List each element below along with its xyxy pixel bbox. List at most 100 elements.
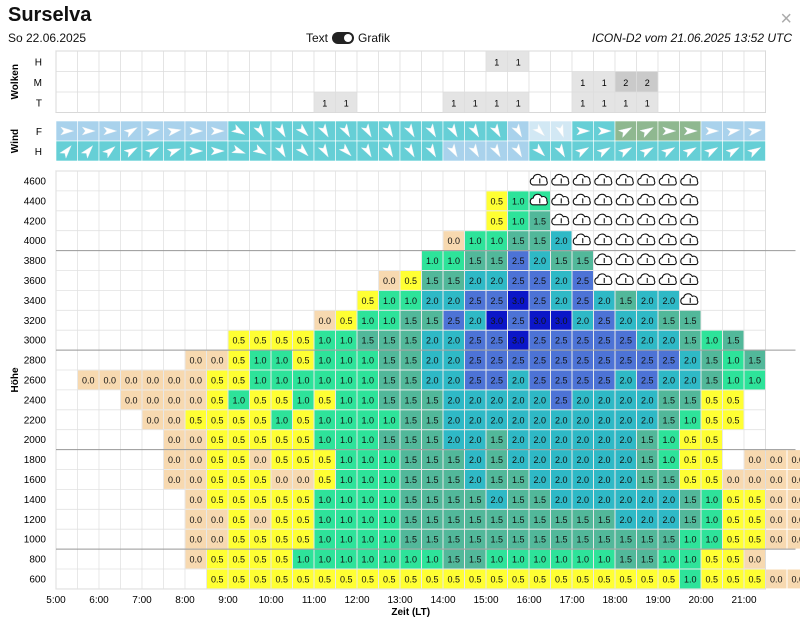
y-tick-label: 3400 bbox=[24, 296, 47, 307]
value-cell bbox=[400, 569, 421, 589]
value-cell bbox=[379, 529, 400, 549]
value-label: 1.0 bbox=[490, 236, 503, 246]
wind-arrow-icon bbox=[317, 123, 329, 138]
value-label: 0.0 bbox=[254, 455, 267, 465]
value-label: 1.0 bbox=[705, 336, 718, 346]
value-label: 2.0 bbox=[533, 455, 546, 465]
cloud-icon bbox=[529, 173, 548, 186]
value-label: 0.5 bbox=[684, 455, 697, 465]
wind-arrow-icon bbox=[60, 126, 75, 136]
value-label: 1.0 bbox=[447, 256, 460, 266]
value-cell bbox=[615, 290, 636, 310]
value-cell bbox=[572, 271, 593, 290]
value-cell bbox=[658, 569, 679, 589]
value-label: 0.5 bbox=[297, 336, 310, 346]
wind-arrow-icon bbox=[189, 146, 204, 156]
value-label: 0.0 bbox=[146, 375, 159, 385]
view-toggle[interactable]: Text Grafik bbox=[306, 31, 390, 45]
value-label: 0.5 bbox=[232, 535, 245, 545]
value-cell bbox=[615, 569, 636, 589]
value-label: 0.0 bbox=[146, 395, 159, 405]
value-label: 0.5 bbox=[254, 415, 267, 425]
value-label: 0.5 bbox=[275, 555, 288, 565]
value-label: 1.0 bbox=[318, 555, 331, 565]
value-cell bbox=[314, 450, 335, 469]
value-label: 0.5 bbox=[533, 574, 546, 584]
value-label: 2.0 bbox=[641, 495, 654, 505]
value-cell bbox=[508, 370, 529, 390]
y-tick-label: 2400 bbox=[24, 395, 47, 406]
value-label: 0.5 bbox=[232, 495, 245, 505]
value-label: 1.0 bbox=[232, 395, 245, 405]
toggle-switch[interactable] bbox=[332, 32, 355, 44]
value-cell bbox=[379, 569, 400, 589]
value-label: 0.0 bbox=[770, 495, 783, 505]
value-label: 0.0 bbox=[189, 495, 202, 505]
value-label: 1.0 bbox=[318, 535, 331, 545]
value-cell bbox=[529, 350, 550, 370]
wind-arrow-icon bbox=[274, 143, 286, 158]
value-label: 2.5 bbox=[576, 336, 589, 346]
close-icon[interactable]: × bbox=[780, 8, 792, 30]
value-cell bbox=[336, 569, 357, 589]
value-cell bbox=[787, 569, 800, 589]
value-cell bbox=[508, 489, 529, 509]
wind-arrow-icon bbox=[662, 126, 677, 136]
value-label: 2.0 bbox=[576, 455, 589, 465]
value-cell bbox=[465, 410, 486, 430]
cloud-icon bbox=[594, 233, 613, 246]
value-label: 1.0 bbox=[318, 515, 331, 525]
value-label: 1.5 bbox=[490, 256, 503, 266]
value-label: 0.5 bbox=[297, 574, 310, 584]
value-label: 1.5 bbox=[404, 495, 417, 505]
value-cell bbox=[228, 330, 249, 350]
wind-arrow-icon bbox=[660, 147, 676, 159]
value-label: 1.0 bbox=[254, 356, 267, 366]
value-cell bbox=[465, 290, 486, 310]
value-cell bbox=[250, 549, 271, 569]
value-label: 2.0 bbox=[641, 515, 654, 525]
wind-arrow-icon bbox=[317, 143, 329, 158]
value-label: 2.0 bbox=[512, 375, 525, 385]
wind-arrow-icon bbox=[425, 143, 437, 158]
value-label: 2.0 bbox=[447, 356, 460, 366]
y-tick-label: 4000 bbox=[24, 236, 47, 247]
value-cell bbox=[443, 350, 464, 370]
value-label: 1.0 bbox=[340, 395, 353, 405]
value-label: 2.0 bbox=[512, 395, 525, 405]
value-label: 2.0 bbox=[598, 455, 611, 465]
value-cell bbox=[572, 489, 593, 509]
value-cell bbox=[744, 470, 765, 489]
value-cell bbox=[551, 569, 572, 589]
value-cell bbox=[529, 310, 550, 330]
wolken-cell bbox=[486, 51, 508, 72]
value-cell bbox=[250, 489, 271, 509]
value-label: 1.0 bbox=[383, 495, 396, 505]
value-cell bbox=[271, 370, 292, 390]
value-cell bbox=[465, 330, 486, 350]
value-cell bbox=[207, 529, 228, 549]
cloud-icon bbox=[615, 233, 634, 246]
value-cell bbox=[508, 549, 529, 569]
value-label: 2.5 bbox=[512, 316, 525, 326]
value-label: 1.5 bbox=[426, 316, 439, 326]
value-cell bbox=[422, 509, 443, 529]
value-label: 2.5 bbox=[490, 375, 503, 385]
cloud-icon bbox=[529, 193, 548, 206]
value-label: 0.5 bbox=[727, 415, 740, 425]
value-cell bbox=[443, 470, 464, 489]
value-label: 2.5 bbox=[469, 336, 482, 346]
value-cell bbox=[486, 450, 507, 469]
value-label: 1.5 bbox=[426, 415, 439, 425]
value-cell bbox=[400, 390, 421, 410]
wind-arrow-icon bbox=[382, 123, 394, 138]
value-label: 2.0 bbox=[469, 455, 482, 465]
value-label: 2.5 bbox=[641, 375, 654, 385]
value-cell bbox=[486, 271, 507, 290]
wind-arrow-icon bbox=[639, 147, 654, 159]
value-cell bbox=[486, 231, 507, 251]
value-cell bbox=[701, 390, 722, 410]
value-cell bbox=[379, 310, 400, 330]
value-label: 1.0 bbox=[469, 236, 482, 246]
value-label: 0.5 bbox=[490, 574, 503, 584]
